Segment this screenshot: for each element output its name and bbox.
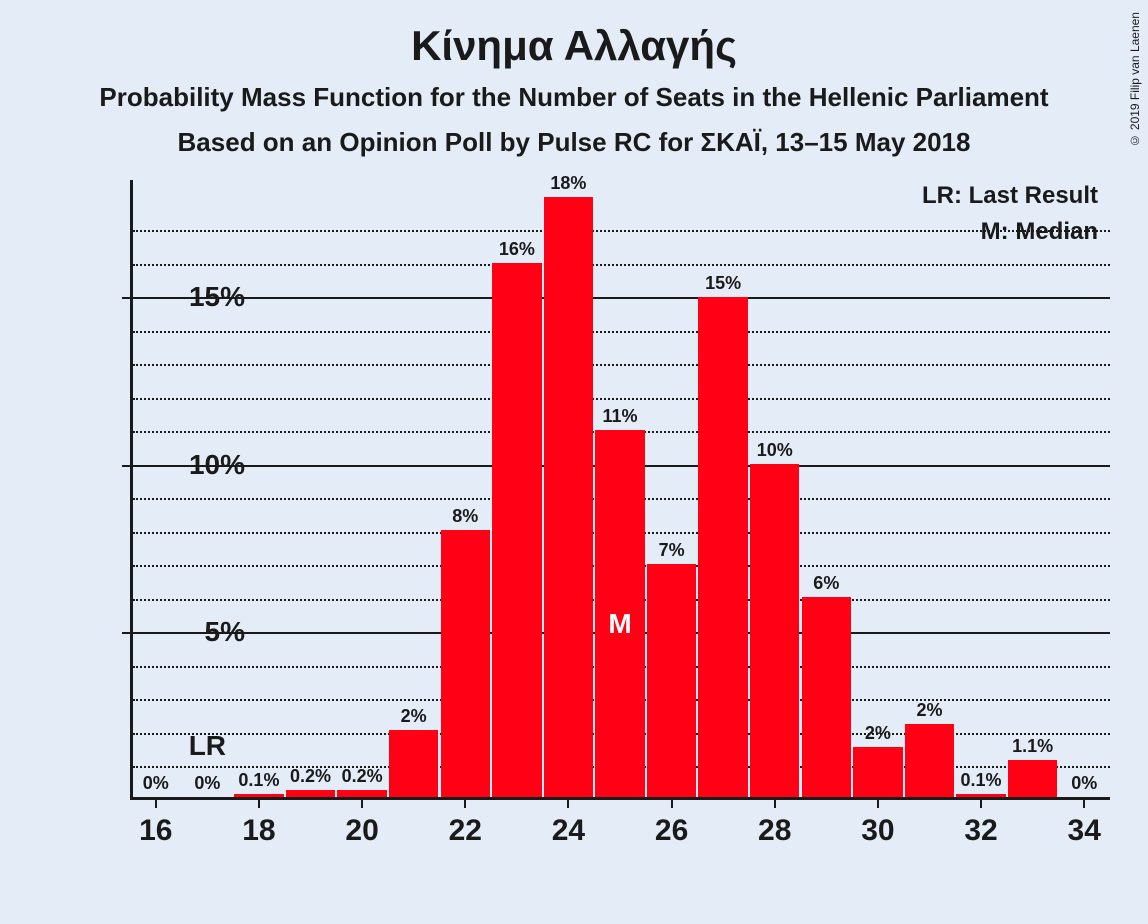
x-axis-label: 32 [964,814,997,848]
chart-area: 5%10%15%161820222426283032340%0%0.1%0.2%… [130,180,1110,800]
bar-value-label: 2% [865,723,891,744]
x-axis-label: 22 [449,814,482,848]
bar-value-label: 11% [602,406,637,427]
subtitle-2: Based on an Opinion Poll by Pulse RC for… [0,113,1148,158]
bar-value-label: 0% [143,773,169,794]
bar [234,794,284,797]
lr-marker: LR [189,730,226,762]
bar-value-label: 6% [813,573,839,594]
x-axis-label: 24 [552,814,585,848]
y-axis-label: 10% [145,449,245,481]
bar-value-label: 0% [1071,773,1097,794]
bar [905,724,955,797]
gridline-minor [133,230,1110,232]
median-marker: M [608,608,631,640]
bar-value-label: 7% [659,540,685,561]
main-title: Κίνημα Αλλαγής [0,0,1148,70]
bar-value-label: 0% [194,773,220,794]
bar [698,297,748,797]
bar [647,564,697,797]
bar [853,747,903,797]
bar [1008,760,1058,797]
x-axis-label: 28 [758,814,791,848]
bar-value-label: 2% [401,706,427,727]
bar [750,464,800,798]
x-axis-label: 30 [861,814,894,848]
bar-value-label: 0.2% [290,766,331,787]
bar-value-label: 0.1% [961,770,1002,791]
gridline-minor [133,331,1110,333]
bar [286,790,336,797]
bar-value-label: 0.2% [342,766,383,787]
plot: 5%10%15%161820222426283032340%0%0.1%0.2%… [130,180,1110,800]
bar [956,794,1006,797]
gridline-major [133,297,1110,299]
bar-value-label: 10% [757,440,793,461]
bar-value-label: 0.1% [238,770,279,791]
bar [544,197,594,797]
gridline-minor [133,398,1110,400]
bar-value-label: 18% [550,173,586,194]
x-axis-label: 18 [242,814,275,848]
x-axis-label: 20 [345,814,378,848]
bar-value-label: 16% [499,239,535,260]
gridline-minor [133,364,1110,366]
x-axis-label: 26 [655,814,688,848]
bar-value-label: 15% [705,273,741,294]
bar [492,263,542,797]
bar [337,790,387,797]
y-axis-label: 5% [145,616,245,648]
bar-value-label: 1.1% [1012,736,1053,757]
subtitle-1: Probability Mass Function for the Number… [0,70,1148,113]
x-axis-label: 34 [1068,814,1101,848]
bar-value-label: 8% [452,506,478,527]
gridline-minor [133,264,1110,266]
bar [802,597,852,797]
copyright: © 2019 Filip van Laenen [1128,12,1142,147]
bar-value-label: 2% [916,700,942,721]
bar [389,730,439,797]
y-axis-label: 15% [145,281,245,313]
x-axis-label: 16 [139,814,172,848]
bar [441,530,491,797]
